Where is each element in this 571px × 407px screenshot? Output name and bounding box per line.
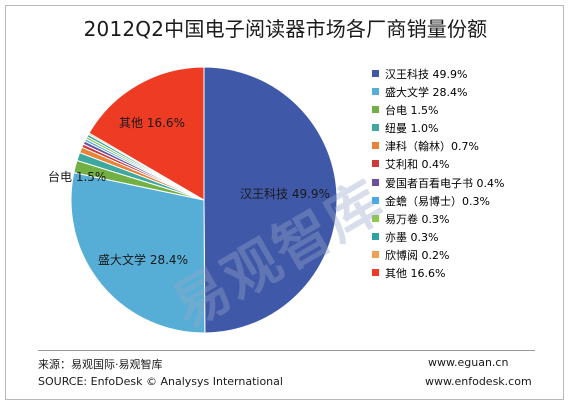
url-enfodesk[interactable]: www.enfodesk.com — [425, 375, 532, 388]
legend-item-0: 汉王科技 49.9% — [372, 66, 504, 84]
legend-label-10: 欣博阅 0.2% — [385, 248, 450, 262]
legend-swatch-0 — [372, 70, 379, 77]
slice-label-3: 其他 16.6% — [119, 116, 185, 130]
pie-slice-11 — [88, 66, 205, 201]
legend-swatch-11 — [372, 269, 379, 277]
legend-label-7: 金蟾（易博士）0.3% — [385, 194, 490, 208]
legend-swatch-1 — [372, 88, 379, 96]
source-en: SOURCE: EnfoDesk © Analysys Internationa… — [38, 375, 283, 388]
legend: 汉王科技 49.9% 盛大文学 28.4% 台电 1.5% 纽曼 1.0% 津科（翰林）… — [372, 66, 504, 283]
slice-label-0: 汉王科技 49.9% — [240, 187, 330, 201]
legend-swatch-2 — [372, 106, 379, 114]
source-cn: 来源：易观国际·易观智库 — [38, 358, 163, 371]
legend-swatch-7 — [372, 196, 379, 204]
legend-swatch-8 — [372, 214, 379, 222]
legend-label-11: 其他 16.6% — [385, 267, 446, 281]
footer-divider — [38, 350, 535, 351]
slice-label-1: 盛大文学 28.4% — [98, 252, 188, 267]
legend-label-2: 台电 1.5% — [385, 104, 439, 118]
legend-item-9: 亦墨 0.3% — [372, 229, 504, 247]
legend-item-3: 纽曼 1.0% — [372, 120, 504, 138]
legend-label-0: 汉王科技 49.9% — [385, 68, 468, 81]
legend-swatch-6 — [372, 178, 379, 186]
legend-label-3: 纽曼 1.0% — [385, 122, 439, 136]
legend-swatch-9 — [372, 232, 379, 240]
legend-item-7: 金蟾（易博士）0.3% — [372, 193, 504, 211]
legend-label-6: 爱国者百看电子书 0.4% — [385, 176, 505, 190]
legend-label-1: 盛大文学 28.4% — [385, 86, 468, 100]
chart-title: 2012Q2中国电子阅读器市场各厂商销量份额 — [83, 17, 488, 41]
slice-label-2: 台电 1.5% — [48, 169, 106, 184]
legend-item-8: 易万卷 0.3% — [372, 211, 504, 229]
legend-item-1: 盛大文学 28.4% — [372, 84, 504, 102]
pie-slice-0 — [203, 66, 338, 334]
url-eguan[interactable]: www.eguan.cn — [428, 356, 509, 369]
legend-item-5: 艾利和 0.4% — [372, 156, 504, 174]
legend-item-4: 津科（翰林）0.7% — [372, 138, 504, 156]
legend-swatch-5 — [372, 160, 379, 168]
legend-item-11: 其他 16.6% — [372, 265, 504, 283]
legend-label-4: 津科（翰林）0.7% — [385, 140, 479, 154]
legend-item-6: 爱国者百看电子书 0.4% — [372, 175, 504, 193]
legend-label-9: 亦墨 0.3% — [385, 230, 439, 244]
legend-label-8: 易万卷 0.3% — [385, 212, 450, 226]
legend-label-5: 艾利和 0.4% — [385, 158, 450, 172]
legend-swatch-3 — [372, 124, 379, 132]
legend-item-2: 台电 1.5% — [372, 102, 504, 120]
legend-item-10: 欣博阅 0.2% — [372, 247, 504, 265]
legend-swatch-4 — [372, 142, 379, 150]
pie-slice-1 — [70, 172, 206, 334]
legend-swatch-10 — [372, 250, 379, 258]
